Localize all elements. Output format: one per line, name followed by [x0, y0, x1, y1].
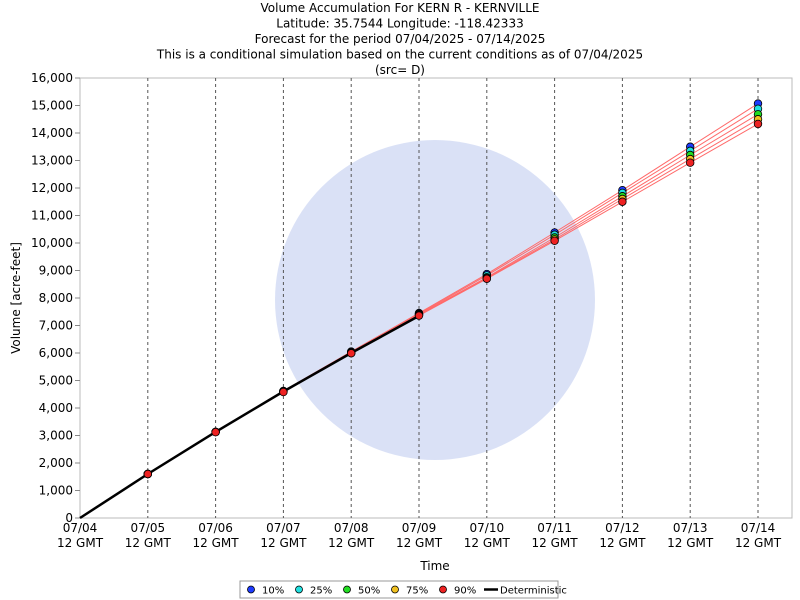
y-tick-label: 0 [65, 511, 73, 525]
legend-label: 50% [358, 586, 380, 597]
legend-swatch [439, 585, 447, 594]
x-tick-date: 07/04 [63, 521, 98, 535]
x-tick-date: 07/06 [198, 521, 233, 535]
legend-label: 25% [310, 586, 332, 597]
x-tick-time: 12 GMT [57, 536, 104, 550]
x-tick-time: 12 GMT [260, 536, 307, 550]
x-tick-label: 07/09 12 GMT [396, 521, 443, 550]
x-tick-label: 07/06 12 GMT [193, 521, 240, 550]
legend-label: 10% [262, 586, 284, 597]
x-tick-time: 12 GMT [328, 536, 375, 550]
y-tick-label: 5,000 [39, 374, 73, 388]
legend-swatch [295, 585, 303, 594]
series-line [79, 314, 420, 520]
data-point [414, 311, 424, 320]
chart-title: (src= D) [375, 63, 425, 77]
x-tick-label: 07/11 12 GMT [532, 521, 579, 550]
x-tick-label: 07/04 12 GMT [57, 521, 104, 550]
legend-label: 75% [406, 586, 428, 597]
x-tick-time: 12 GMT [396, 536, 443, 550]
x-tick-date: 07/09 [402, 521, 437, 535]
x-tick-date: 07/14 [741, 521, 776, 535]
y-tick-label: 9,000 [39, 264, 73, 278]
data-point [211, 428, 220, 437]
y-tick-label: 6,000 [39, 346, 73, 360]
data-point [482, 274, 491, 283]
chart-title: Volume Accumulation For KERN R - KERNVIL… [261, 1, 540, 15]
x-tick-label: 07/08 12 GMT [328, 521, 375, 550]
data-point [279, 387, 288, 397]
x-tick-label: 07/05 12 GMT [125, 521, 172, 550]
chart-title: Latitude: 35.7544 Longitude: -118.42333 [276, 17, 523, 31]
y-axis-label: Volume [acre-feet] [9, 242, 23, 354]
y-tick-label: 7,000 [39, 319, 73, 333]
chart-title: This is a conditional simulation based o… [156, 48, 643, 62]
legend-swatch [391, 585, 399, 594]
x-tick-time: 12 GMT [667, 536, 714, 550]
x-tick-time: 12 GMT [532, 536, 579, 550]
x-tick-date: 07/13 [673, 521, 708, 535]
y-tick-label: 13,000 [31, 154, 73, 168]
data-point [618, 197, 627, 206]
x-tick-time: 12 GMT [735, 536, 782, 550]
x-tick-date: 07/08 [334, 521, 369, 535]
legend-swatch [247, 585, 255, 594]
y-tick-label: 10,000 [31, 236, 73, 250]
y-tick-label: 2,000 [39, 456, 73, 470]
y-tick-label: 11,000 [31, 209, 73, 223]
x-tick-date: 07/05 [131, 521, 166, 535]
x-tick-label: 07/07 12 GMT [260, 521, 307, 550]
y-tick-label: 12,000 [31, 181, 73, 195]
data-point [686, 158, 695, 167]
legend-box [239, 580, 559, 599]
x-tick-date: 07/12 [605, 521, 640, 535]
x-tick-time: 12 GMT [193, 536, 240, 550]
x-tick-label: 07/14 12 GMT [735, 521, 782, 550]
y-tick-label: 8,000 [39, 291, 73, 305]
x-tick-label: 07/12 12 GMT [599, 521, 646, 550]
x-tick-date: 07/10 [470, 521, 505, 535]
y-tick-label: 15,000 [31, 99, 73, 113]
y-tick-label: 1,000 [39, 484, 73, 498]
watermark [275, 140, 595, 460]
data-point [143, 469, 152, 479]
chart-title: Forecast for the period 07/04/2025 - 07/… [255, 32, 546, 46]
y-tick-label: 16,000 [31, 71, 73, 85]
x-tick-time: 12 GMT [599, 536, 646, 550]
x-axis-label: Time [419, 559, 449, 573]
legend-label: Deterministic [500, 586, 567, 597]
y-tick-label: 14,000 [31, 126, 73, 140]
x-tick-date: 07/11 [537, 521, 572, 535]
x-tick-time: 12 GMT [464, 536, 511, 550]
x-tick-date: 07/07 [266, 521, 301, 535]
legend-label: 90% [454, 586, 476, 597]
x-tick-label: 07/13 12 GMT [667, 521, 714, 550]
legend-swatch [343, 585, 351, 594]
x-tick-time: 12 GMT [125, 536, 172, 550]
data-point [550, 236, 559, 245]
data-point [753, 119, 763, 129]
y-tick-label: 3,000 [39, 429, 73, 443]
x-tick-label: 07/10 12 GMT [464, 521, 511, 550]
data-point [347, 349, 356, 358]
y-tick-label: 4,000 [39, 401, 73, 415]
